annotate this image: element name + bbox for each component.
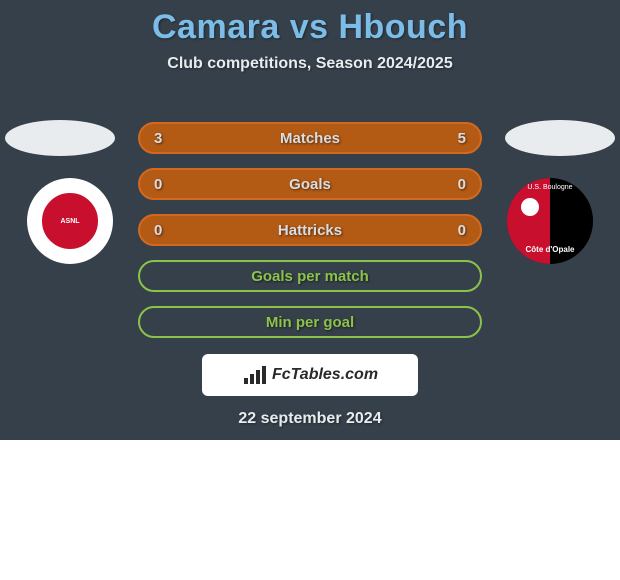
stat-label: Hattricks: [278, 222, 342, 239]
team-left-label: ASNL: [60, 218, 79, 225]
stats-list: 3 Matches 5 0 Goals 0 0 Hattricks 0 Goal…: [138, 122, 482, 352]
stat-value-right: 0: [446, 176, 466, 193]
stat-label: Goals per match: [154, 268, 466, 285]
subtitle: Club competitions, Season 2024/2025: [0, 55, 620, 73]
stat-row-matches: 3 Matches 5: [138, 122, 482, 154]
team-badge-left: ASNL: [27, 178, 113, 264]
stat-row-min-per-goal: Min per goal: [138, 306, 482, 338]
brand-label: FcTables.com: [272, 366, 378, 384]
stat-row-goals: 0 Goals 0: [138, 168, 482, 200]
brand-box: FcTables.com: [202, 354, 418, 396]
stat-value-right: 5: [446, 130, 466, 147]
team-badge-left-inner: ASNL: [38, 189, 102, 253]
stat-row-hattricks: 0 Hattricks 0: [138, 214, 482, 246]
stat-label: Matches: [280, 130, 340, 147]
team-right-sublabel: Côte d'Opale: [507, 245, 593, 254]
stat-value-left: 0: [154, 222, 174, 239]
bar-chart-icon: [242, 364, 268, 386]
stat-label: Goals: [289, 176, 331, 193]
player-photo-right: [505, 120, 615, 156]
team-badge-right: U.S. Boulogne Côte d'Opale: [507, 178, 593, 264]
soccer-ball-icon: [521, 198, 539, 216]
stat-value-right: 0: [446, 222, 466, 239]
team-badge-right-inner: U.S. Boulogne Côte d'Opale: [507, 178, 593, 264]
player-photo-left: [5, 120, 115, 156]
infographic-container: Camara vs Hbouch Club competitions, Seas…: [0, 0, 620, 440]
stat-row-goals-per-match: Goals per match: [138, 260, 482, 292]
team-right-label: U.S. Boulogne: [507, 184, 593, 191]
stat-value-left: 0: [154, 176, 174, 193]
stat-value-left: 3: [154, 130, 174, 147]
page-title: Camara vs Hbouch: [0, 0, 620, 47]
stat-label: Min per goal: [154, 314, 466, 331]
date-label: 22 september 2024: [0, 410, 620, 428]
